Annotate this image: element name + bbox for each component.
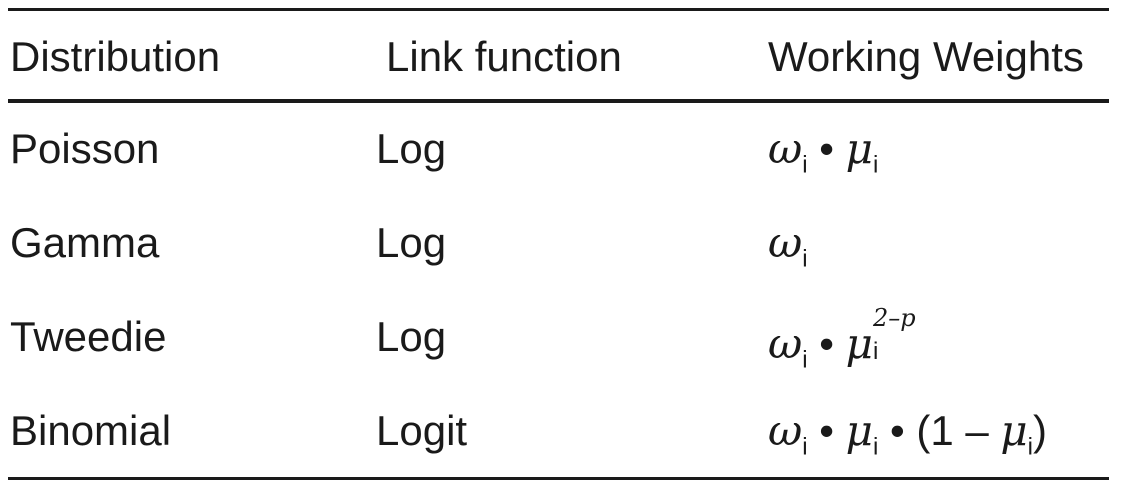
sub-superscript: i 2–p bbox=[873, 306, 919, 364]
omega-symbol: ω bbox=[768, 218, 803, 267]
close-paren: ) bbox=[1033, 407, 1048, 454]
mu-symbol: μ bbox=[845, 319, 873, 368]
bullet: • bbox=[807, 407, 846, 454]
subscript: i bbox=[872, 433, 879, 461]
mu-symbol: μ bbox=[1000, 406, 1028, 455]
header-working-weights: Working Weights bbox=[768, 33, 1084, 80]
table-bottom-rule bbox=[8, 477, 1109, 480]
row-link: Log bbox=[376, 125, 447, 172]
row-link: Log bbox=[376, 313, 447, 360]
row-distribution: Gamma bbox=[10, 219, 160, 266]
bullet: • bbox=[807, 125, 846, 172]
header-distribution: Distribution bbox=[10, 33, 221, 80]
subscript: i bbox=[872, 338, 879, 365]
row-link: Logit bbox=[376, 407, 468, 454]
subscript: i bbox=[802, 151, 808, 179]
subscript: i bbox=[802, 433, 808, 461]
row-link: Log bbox=[376, 219, 447, 266]
row-weight: ωi bbox=[768, 222, 808, 271]
row-weight: ωi • μi • (1 – μi) bbox=[768, 407, 1048, 459]
subscript: i bbox=[1027, 433, 1034, 461]
row-weight: ωi • μi bbox=[768, 125, 878, 177]
omega-symbol: ω bbox=[768, 124, 803, 173]
row-distribution: Binomial bbox=[10, 407, 172, 454]
mu-symbol: μ bbox=[845, 124, 873, 173]
bullet: • bbox=[878, 407, 917, 454]
table-header-rule bbox=[8, 99, 1109, 103]
table-top-rule bbox=[8, 8, 1109, 11]
subscript: i bbox=[802, 346, 808, 374]
omega-symbol: ω bbox=[768, 406, 803, 455]
row-distribution: Tweedie bbox=[10, 313, 167, 360]
open-paren: (1 – bbox=[916, 407, 1001, 454]
omega-symbol: ω bbox=[768, 319, 803, 368]
superscript: 2–p bbox=[872, 304, 916, 332]
subscript: i bbox=[802, 245, 808, 273]
header-link-function: Link function bbox=[386, 33, 622, 80]
row-weight: ωi • μ i 2–p bbox=[768, 306, 919, 372]
row-distribution: Poisson bbox=[10, 125, 160, 172]
subscript: i bbox=[872, 151, 879, 179]
bullet: • bbox=[807, 320, 846, 367]
mu-symbol: μ bbox=[845, 406, 873, 455]
